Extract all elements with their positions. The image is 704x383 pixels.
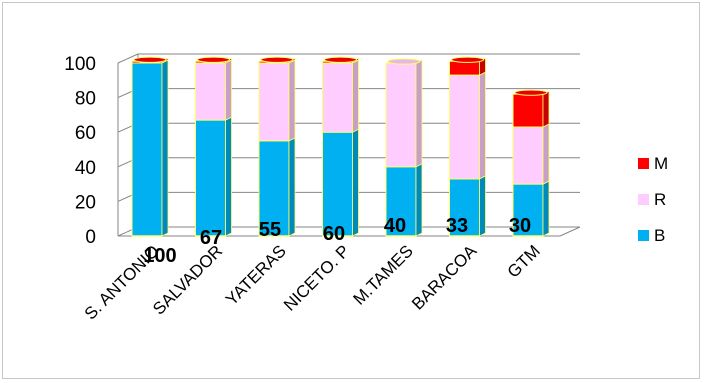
y-tick-label: 80: [75, 89, 96, 110]
legend-label-R: R: [654, 190, 666, 209]
bar-segment-B: [131, 59, 169, 237]
bar-side: [352, 128, 359, 237]
bar-front: [322, 131, 353, 237]
bar-front: [131, 62, 163, 237]
bar-top: [324, 56, 357, 63]
bar-front: [195, 62, 226, 121]
bar-side: [288, 59, 296, 142]
bar-segment-R: [385, 59, 423, 168]
data-label: 60: [323, 223, 345, 245]
bar-front: [449, 60, 480, 76]
bar-side: [415, 59, 423, 168]
bar-side: [352, 59, 359, 133]
bar-side: [288, 137, 296, 237]
data-label: 100: [143, 245, 176, 267]
legend-swatch-M: [638, 158, 649, 169]
bar-front: [195, 119, 226, 237]
x-tick-label: GTM: [504, 241, 544, 281]
chart-area: [2, 2, 700, 379]
bar-side: [479, 71, 486, 180]
bar-segment-B: [512, 180, 550, 237]
bar-side: [225, 59, 232, 121]
legend: MRB: [638, 154, 668, 245]
bar-segment-R: [449, 71, 486, 180]
bar-front: [449, 74, 480, 180]
data-label: 30: [509, 215, 531, 237]
bar-top: [197, 56, 230, 63]
bar-top: [514, 89, 548, 96]
bar-front: [322, 62, 353, 133]
y-tick-label: 0: [85, 227, 96, 248]
bar-front: [512, 93, 544, 128]
legend-swatch-B: [638, 230, 649, 241]
y-tick-label: 60: [75, 123, 96, 144]
x-tick-label: NICETO. P: [280, 241, 353, 314]
bar-top: [387, 58, 421, 65]
bar-segment-B: [322, 128, 359, 237]
gridline-depth: [117, 53, 139, 64]
x-tick-label: M.TAMES: [350, 241, 417, 308]
bar-segment-R: [322, 59, 359, 133]
floor-side-edge: [559, 226, 581, 237]
bar-side: [415, 163, 423, 237]
y-tick-label: 20: [75, 192, 96, 213]
bar-segment-B: [195, 116, 232, 237]
bar-segment-R: [512, 123, 550, 185]
bar-top: [260, 56, 294, 63]
bar-side: [479, 175, 486, 237]
bar-segment-R: [258, 59, 296, 142]
data-label: 67: [200, 227, 222, 249]
bar-front: [449, 178, 480, 237]
x-tick-label: BARACOA: [408, 241, 481, 314]
bars: [131, 56, 550, 237]
bar-top: [451, 56, 484, 63]
data-label: 55: [259, 219, 281, 241]
bar-side: [542, 180, 550, 237]
bar-side: [161, 59, 169, 237]
legend-label-M: M: [654, 154, 668, 173]
bar-segment-R: [195, 59, 232, 121]
data-label: 33: [446, 215, 468, 237]
data-label: 40: [384, 215, 406, 237]
legend-label-B: B: [654, 226, 665, 245]
bar-top: [133, 56, 167, 63]
legend-swatch-R: [638, 194, 649, 205]
bar-segment-M: [512, 90, 550, 128]
data-labels: 100 67 55 60 40 33 30: [143, 215, 531, 267]
y-axis: 0 20 40 60 80 100: [64, 54, 139, 248]
bar-side: [542, 123, 550, 185]
bar-side: [225, 116, 232, 237]
bar-side: [542, 90, 550, 128]
bar-front: [385, 62, 417, 168]
bar-front: [258, 62, 290, 142]
bar-segment-B: [449, 175, 486, 237]
x-tick-label: YATERAS: [222, 241, 290, 309]
y-tick-label: 40: [75, 158, 96, 179]
y-tick-label: 100: [64, 54, 96, 75]
bar-front: [512, 126, 544, 185]
